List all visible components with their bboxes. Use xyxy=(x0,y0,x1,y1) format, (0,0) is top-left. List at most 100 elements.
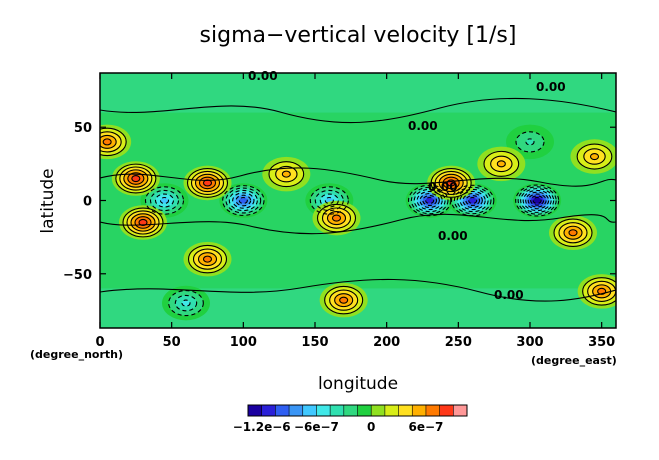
positive-contour-line xyxy=(100,131,122,153)
positive-contour-line xyxy=(597,287,607,295)
positive-contour-line xyxy=(100,127,127,157)
colorbar-ticks: −1.2e−6 −6e−7 0 6e−7 xyxy=(233,420,444,434)
x-tick-label: 350 xyxy=(588,335,615,350)
x-tick-label: 0 xyxy=(95,335,104,350)
field-blobs xyxy=(100,112,616,321)
negative-contour-line xyxy=(520,188,555,213)
negative-field-region xyxy=(526,138,534,145)
positive-contour-line xyxy=(334,293,354,308)
colorbar-swatch xyxy=(384,405,399,416)
negative-contour-line xyxy=(159,196,170,205)
positive-contour-line xyxy=(583,148,606,165)
colorbar-tick-label: 6e−7 xyxy=(408,420,443,434)
positive-field-region xyxy=(339,297,348,304)
negative-contour-line xyxy=(319,193,339,208)
negative-contour-line xyxy=(324,196,334,205)
positive-contour-line xyxy=(321,207,352,229)
colorbar-swatch xyxy=(261,405,276,416)
negative-contour-line xyxy=(144,186,185,215)
positive-contour-line xyxy=(194,173,221,193)
negative-contour-line xyxy=(459,190,486,211)
negative-contour-line xyxy=(154,193,175,208)
zero-contour-line xyxy=(100,167,616,187)
x-unit-label: (degree_north) xyxy=(30,348,123,361)
positive-contour-line xyxy=(442,176,460,190)
positive-contour-line xyxy=(582,277,616,306)
negative-field-region xyxy=(239,197,248,204)
negative-contour-line xyxy=(222,185,265,216)
positive-contour-line xyxy=(490,155,513,173)
colorbar-swatch xyxy=(275,405,290,416)
negative-contour-line xyxy=(238,196,248,205)
x-axis-label: longitude xyxy=(318,374,398,394)
positive-contour-line xyxy=(134,216,152,229)
positive-contour-line xyxy=(130,213,156,232)
negative-contour-line xyxy=(410,186,449,215)
negative-field-region xyxy=(160,197,169,204)
positive-contour-line xyxy=(126,210,160,235)
colorbar-swatch xyxy=(371,405,385,416)
y-tick-label: 0 xyxy=(83,195,92,210)
positive-contour-line xyxy=(568,229,578,237)
negative-contour-line xyxy=(465,195,481,206)
positive-contour-line xyxy=(339,296,349,304)
y-axis-label: latitude xyxy=(38,168,58,233)
positive-field-region xyxy=(282,171,291,178)
colorbar xyxy=(247,404,468,417)
negative-contour-line xyxy=(522,189,552,212)
chart-title: sigma−vertical velocity [1/s] xyxy=(200,23,517,48)
x-tick-label: 200 xyxy=(373,335,400,350)
positive-field-region xyxy=(139,219,147,226)
positive-contour-line xyxy=(119,166,153,191)
positive-contour-line xyxy=(331,214,342,222)
positive-contour-line xyxy=(576,143,613,170)
negative-contour-line xyxy=(309,186,349,215)
negative-contour-line xyxy=(413,188,446,213)
negative-contour-line xyxy=(232,192,255,209)
negative-contour-line xyxy=(515,184,560,217)
negative-contour-line xyxy=(462,192,483,209)
negative-contour-line xyxy=(456,188,489,213)
contour-labels: 0.00 0.00 0.00 0.00 0.00 0.00 xyxy=(248,69,566,302)
negative-field-region xyxy=(182,300,190,307)
positive-contour-line xyxy=(316,203,357,233)
positive-field-region xyxy=(131,175,140,182)
positive-contour-line xyxy=(324,285,364,315)
positive-contour-line xyxy=(186,167,229,198)
colorbar-swatch xyxy=(248,405,262,416)
positive-contour-line xyxy=(326,211,347,226)
x-tick-label: 50 xyxy=(163,335,181,350)
negative-contour-line xyxy=(530,195,545,206)
x-tick-label: 250 xyxy=(445,335,472,350)
negative-contour-line xyxy=(525,191,550,210)
positive-contour-line xyxy=(197,252,218,267)
positive-contour-line xyxy=(281,170,291,178)
positive-contour-line xyxy=(558,222,588,244)
positive-contour-line xyxy=(198,176,217,190)
colorbar-tick-label: 0 xyxy=(367,420,375,434)
positive-contour-line xyxy=(446,179,456,187)
positive-contour-line xyxy=(100,134,117,149)
contour-label: 0.00 xyxy=(408,119,438,133)
negative-field-region xyxy=(468,197,477,204)
contour-lines xyxy=(100,97,616,317)
positive-contour-line xyxy=(115,163,157,194)
positive-contour-line xyxy=(127,172,145,185)
zero-contour-line xyxy=(100,278,616,302)
positive-contour-line xyxy=(138,218,148,227)
colorbar-swatch xyxy=(398,405,413,416)
positive-contour-line xyxy=(268,161,305,188)
positive-contour-line xyxy=(192,248,223,270)
negative-contour-line xyxy=(527,193,547,208)
contour-label: 0.00 xyxy=(248,69,278,83)
positive-field-region xyxy=(590,153,599,160)
negative-contour-line xyxy=(532,196,542,205)
colorbar-swatch xyxy=(439,405,454,416)
positive-contour-line xyxy=(483,150,520,177)
negative-field-region xyxy=(425,197,434,204)
negative-contour-line xyxy=(225,187,262,214)
positive-field-region xyxy=(569,229,577,236)
y-tick-label: −50 xyxy=(63,268,92,283)
positive-contour-line xyxy=(275,165,298,183)
